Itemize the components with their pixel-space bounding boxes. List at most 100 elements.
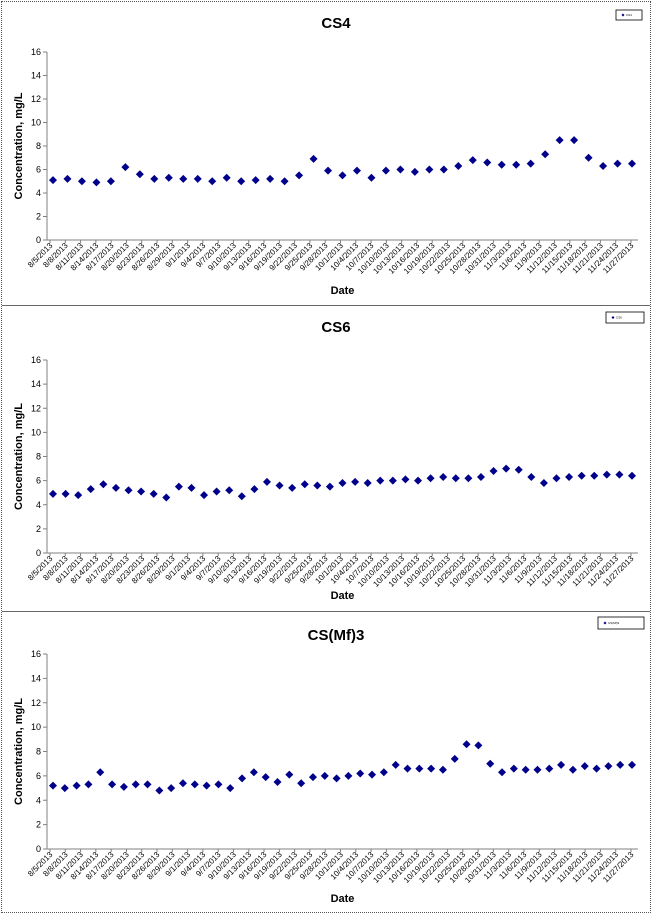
data-point bbox=[285, 770, 294, 779]
data-point bbox=[616, 760, 625, 769]
legend-box bbox=[615, 9, 643, 21]
data-point bbox=[72, 781, 81, 790]
data-point bbox=[238, 774, 247, 783]
data-point bbox=[60, 784, 69, 793]
chart-panel-cs6: CS6 CS6 0 2 4 6 8 10 12 14 16 Concentration, mg/L 8/… bbox=[2, 306, 650, 612]
data-point bbox=[599, 161, 608, 170]
legend-label: CS6 bbox=[616, 316, 622, 320]
data-point bbox=[273, 777, 282, 786]
data-point bbox=[438, 765, 447, 774]
data-point bbox=[222, 173, 231, 182]
data-point bbox=[225, 486, 234, 495]
data-point bbox=[541, 150, 550, 159]
data-point bbox=[454, 161, 463, 170]
data-point bbox=[295, 171, 304, 180]
data-point bbox=[111, 483, 120, 492]
data-point bbox=[391, 760, 400, 769]
data-point bbox=[439, 165, 448, 174]
data-point bbox=[92, 178, 101, 187]
data-point bbox=[300, 480, 309, 489]
y-tick-label: 4 bbox=[36, 795, 41, 805]
data-point bbox=[262, 477, 271, 486]
data-point bbox=[376, 476, 385, 485]
y-tick-label: 6 bbox=[36, 771, 41, 781]
y-tick-label: 4 bbox=[36, 500, 41, 510]
data-point bbox=[570, 136, 579, 145]
legend-marker bbox=[621, 13, 625, 17]
data-point bbox=[190, 780, 199, 789]
chart-panel-csmf3: CS(Mf)3 CS(Mf)3 0 2 4 6 8 10 12 14 16 Concentration… bbox=[2, 612, 650, 912]
x-axis-title: Date bbox=[331, 893, 355, 905]
data-point bbox=[555, 136, 564, 145]
data-point bbox=[266, 174, 275, 183]
data-point bbox=[108, 780, 117, 789]
data-point bbox=[226, 784, 235, 793]
data-point bbox=[155, 786, 164, 795]
y-tick-label: 12 bbox=[31, 94, 41, 104]
data-point bbox=[164, 173, 173, 182]
data-point bbox=[521, 765, 530, 774]
data-point bbox=[602, 470, 611, 479]
data-point bbox=[396, 165, 405, 174]
y-axis-title: Concentration, mg/L bbox=[13, 92, 25, 199]
data-point bbox=[509, 764, 518, 773]
data-point bbox=[577, 471, 586, 480]
data-point bbox=[297, 779, 306, 788]
data-point bbox=[202, 781, 211, 790]
data-point bbox=[613, 159, 622, 168]
legend-marker bbox=[611, 316, 615, 319]
legend-box bbox=[605, 311, 645, 324]
data-point bbox=[502, 464, 511, 473]
data-point bbox=[462, 740, 471, 749]
y-tick-label: 14 bbox=[31, 379, 41, 389]
data-point bbox=[74, 491, 83, 500]
data-point bbox=[280, 177, 289, 186]
data-point bbox=[96, 768, 105, 777]
y-tick-label: 2 bbox=[36, 524, 41, 534]
data-point bbox=[261, 773, 270, 782]
y-axis-title: Concentration, mg/L bbox=[13, 403, 25, 510]
data-point bbox=[124, 486, 133, 495]
data-point bbox=[237, 177, 246, 186]
data-point bbox=[249, 768, 258, 777]
chart-title: CS6 bbox=[321, 319, 350, 336]
data-point bbox=[514, 465, 523, 474]
data-point bbox=[427, 764, 436, 773]
data-point bbox=[313, 481, 322, 490]
data-point bbox=[121, 163, 130, 172]
data-point bbox=[557, 760, 566, 769]
data-point bbox=[539, 479, 548, 488]
data-point bbox=[332, 774, 341, 783]
data-point bbox=[250, 485, 259, 494]
data-point bbox=[61, 489, 70, 498]
data-point bbox=[187, 483, 196, 492]
data-point bbox=[86, 485, 95, 494]
data-point bbox=[320, 771, 329, 780]
legend-marker bbox=[603, 621, 607, 625]
data-point bbox=[367, 173, 376, 182]
data-point bbox=[237, 492, 246, 501]
data-point bbox=[356, 769, 365, 778]
data-point bbox=[580, 762, 589, 771]
data-point bbox=[351, 477, 360, 486]
y-tick-label: 4 bbox=[36, 188, 41, 198]
data-point bbox=[49, 176, 57, 185]
data-point bbox=[628, 471, 636, 480]
y-tick-label: 0 bbox=[36, 548, 41, 558]
data-point bbox=[275, 481, 284, 490]
data-point bbox=[552, 474, 561, 483]
data-point bbox=[604, 762, 613, 771]
data-point bbox=[179, 174, 188, 183]
y-tick-label: 12 bbox=[31, 403, 41, 413]
data-point bbox=[352, 166, 361, 175]
data-point bbox=[379, 768, 388, 777]
y-tick-label: 0 bbox=[36, 235, 41, 245]
legend-label: CS(Mf)3 bbox=[608, 621, 619, 625]
data-point bbox=[381, 166, 390, 175]
y-tick-label: 8 bbox=[36, 452, 41, 462]
data-point bbox=[468, 156, 477, 165]
data-point bbox=[415, 764, 424, 773]
data-point bbox=[615, 470, 624, 479]
y-tick-label: 2 bbox=[36, 212, 41, 222]
